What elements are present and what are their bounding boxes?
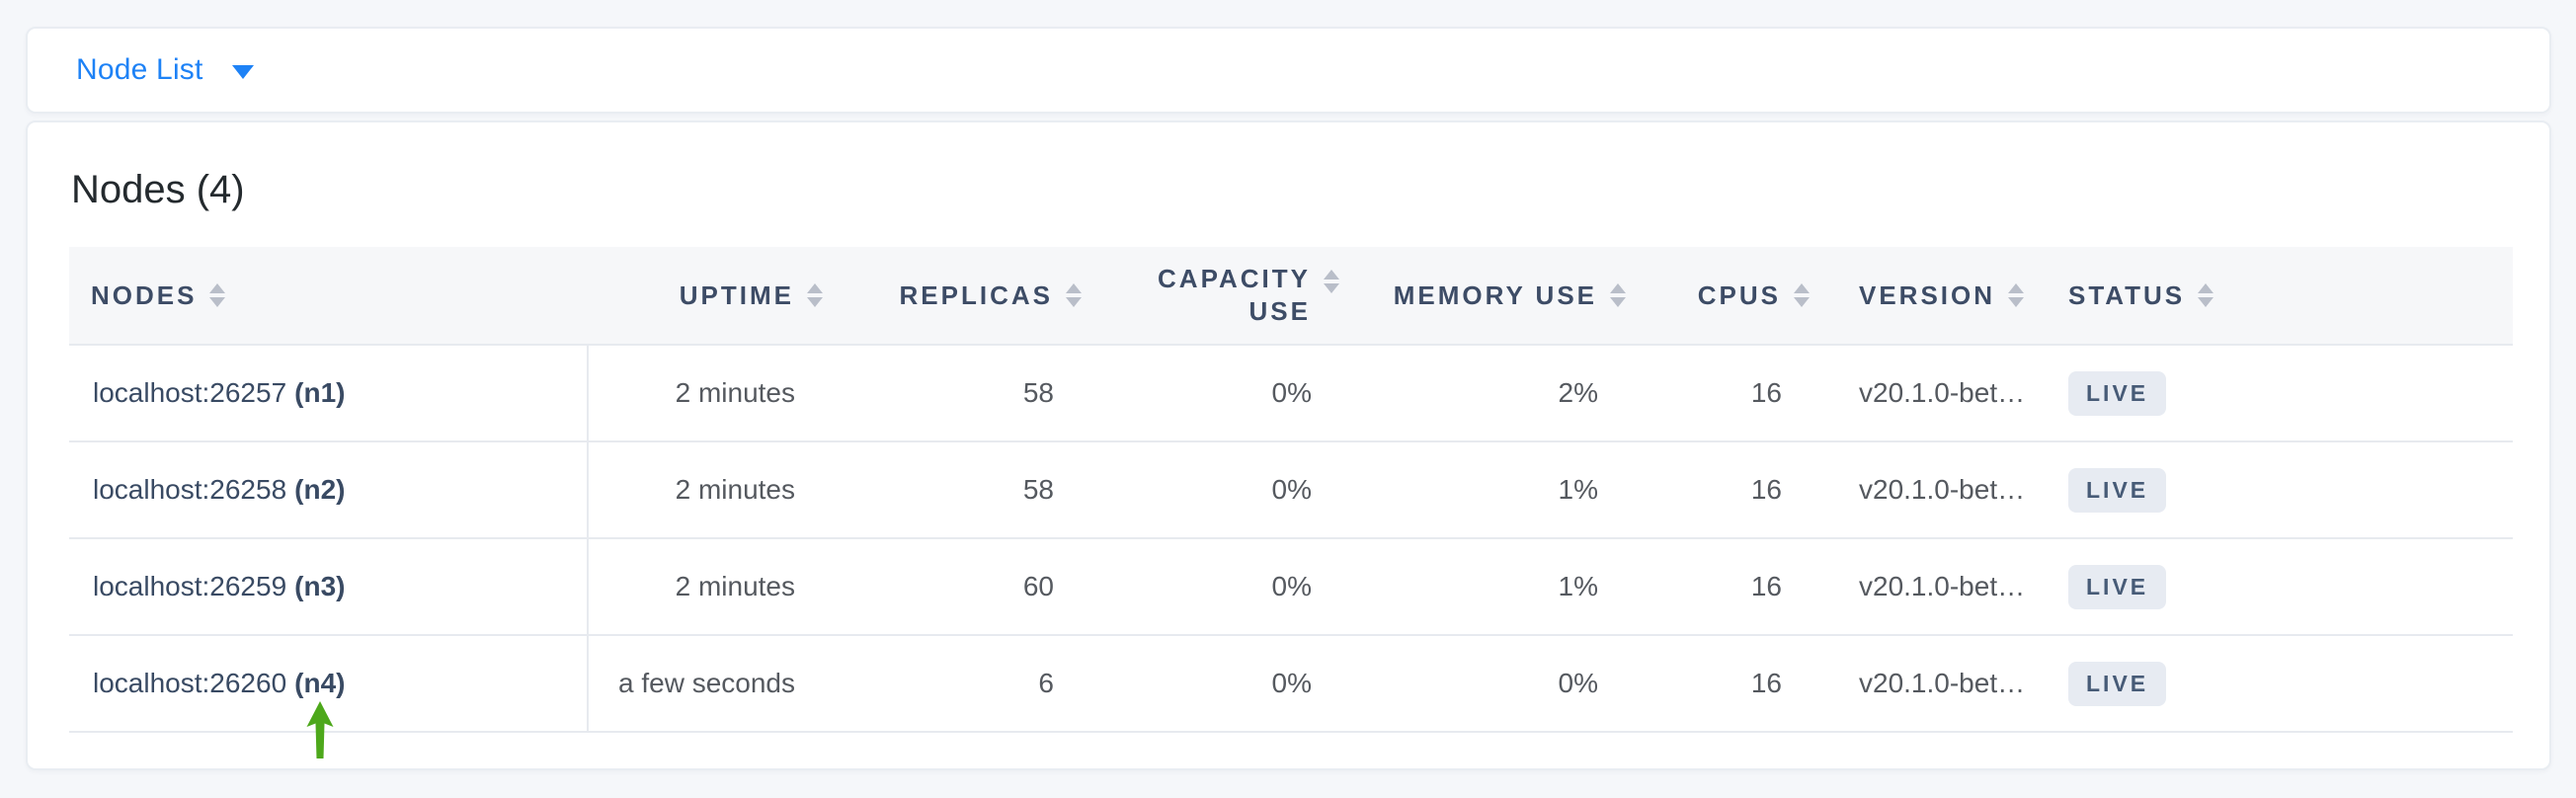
view-dropdown[interactable]: Node List <box>76 53 254 87</box>
table-row: localhost:26260 (n4) a few seconds 6 0% 0… <box>69 635 2513 733</box>
cpus-cell: 16 <box>1638 538 1821 636</box>
capacity-cell: 0% <box>1093 441 1351 539</box>
uptime-cell: 2 minutes <box>588 441 835 539</box>
node-id: (n2) <box>294 474 346 505</box>
version-cell: v20.1.0-bet… <box>1821 345 2049 442</box>
table-header-row: NODES UPTIME REPLICAS <box>69 247 2513 346</box>
cpus-cell: 16 <box>1638 441 1821 539</box>
uptime-cell: 2 minutes <box>588 538 835 636</box>
column-header-cpus[interactable]: CPUS <box>1638 247 1821 346</box>
node-id: (n3) <box>294 571 346 601</box>
nodes-card: Nodes (4) NODES UPTIME <box>26 120 2551 770</box>
replicas-cell: 60 <box>835 538 1093 636</box>
annotation-arrow-up-icon <box>306 701 334 758</box>
cpus-cell: 16 <box>1638 635 1821 733</box>
sort-icon <box>807 283 823 307</box>
uptime-cell: 2 minutes <box>588 345 835 442</box>
view-dropdown-label: Node List <box>76 53 203 86</box>
node-link[interactable]: localhost:26260 (n4) <box>93 668 346 698</box>
status-badge: LIVE <box>2068 467 2167 513</box>
node-link[interactable]: localhost:26259 (n3) <box>93 571 346 601</box>
caret-down-icon <box>231 65 254 79</box>
memory-cell: 0% <box>1351 635 1638 733</box>
version-cell: v20.1.0-bet… <box>1821 441 2049 539</box>
sort-icon <box>1794 283 1810 307</box>
capacity-cell: 0% <box>1093 538 1351 636</box>
sort-icon <box>209 283 226 307</box>
sort-icon <box>1324 270 1339 293</box>
table-row: localhost:26259 (n3) 2 minutes 60 0% 1% 1… <box>69 538 2513 636</box>
capacity-cell: 0% <box>1093 635 1351 733</box>
replicas-cell: 58 <box>835 345 1093 442</box>
nodes-table: NODES UPTIME REPLICAS <box>69 247 2513 733</box>
memory-cell: 1% <box>1351 441 1638 539</box>
memory-cell: 1% <box>1351 538 1638 636</box>
cpus-cell: 16 <box>1638 345 1821 442</box>
column-header-replicas[interactable]: REPLICAS <box>835 247 1093 346</box>
table-row: localhost:26258 (n2) 2 minutes 58 0% 1% 1… <box>69 441 2513 539</box>
sort-icon <box>2008 283 2025 307</box>
column-header-nodes[interactable]: NODES <box>69 247 588 346</box>
sort-icon <box>2198 283 2214 307</box>
uptime-cell: a few seconds <box>588 635 835 733</box>
replicas-cell: 6 <box>835 635 1093 733</box>
sort-icon <box>1066 283 1082 307</box>
table-row: localhost:26257 (n1) 2 minutes 58 0% 2% 1… <box>69 345 2513 442</box>
node-link[interactable]: localhost:26257 (n1) <box>93 377 346 408</box>
replicas-cell: 58 <box>835 441 1093 539</box>
column-header-version[interactable]: VERSION <box>1821 247 2049 346</box>
view-selector-card: Node List <box>26 27 2551 114</box>
status-badge: LIVE <box>2068 370 2167 416</box>
capacity-cell: 0% <box>1093 345 1351 442</box>
page-title: Nodes (4) <box>71 168 245 211</box>
version-cell: v20.1.0-bet… <box>1821 538 2049 636</box>
version-cell: v20.1.0-bet… <box>1821 635 2049 733</box>
status-badge: LIVE <box>2068 661 2167 706</box>
node-id: (n4) <box>294 668 346 698</box>
column-header-status[interactable]: STATUS <box>2049 247 2513 346</box>
sort-icon <box>1610 283 1626 307</box>
column-header-memory-use[interactable]: MEMORY USE <box>1351 247 1638 346</box>
node-link[interactable]: localhost:26258 (n2) <box>93 474 346 505</box>
column-header-uptime[interactable]: UPTIME <box>588 247 835 346</box>
status-badge: LIVE <box>2068 564 2167 609</box>
node-id: (n1) <box>294 377 346 408</box>
column-header-capacity-use[interactable]: CAPACITY USE <box>1093 247 1351 346</box>
memory-cell: 2% <box>1351 345 1638 442</box>
